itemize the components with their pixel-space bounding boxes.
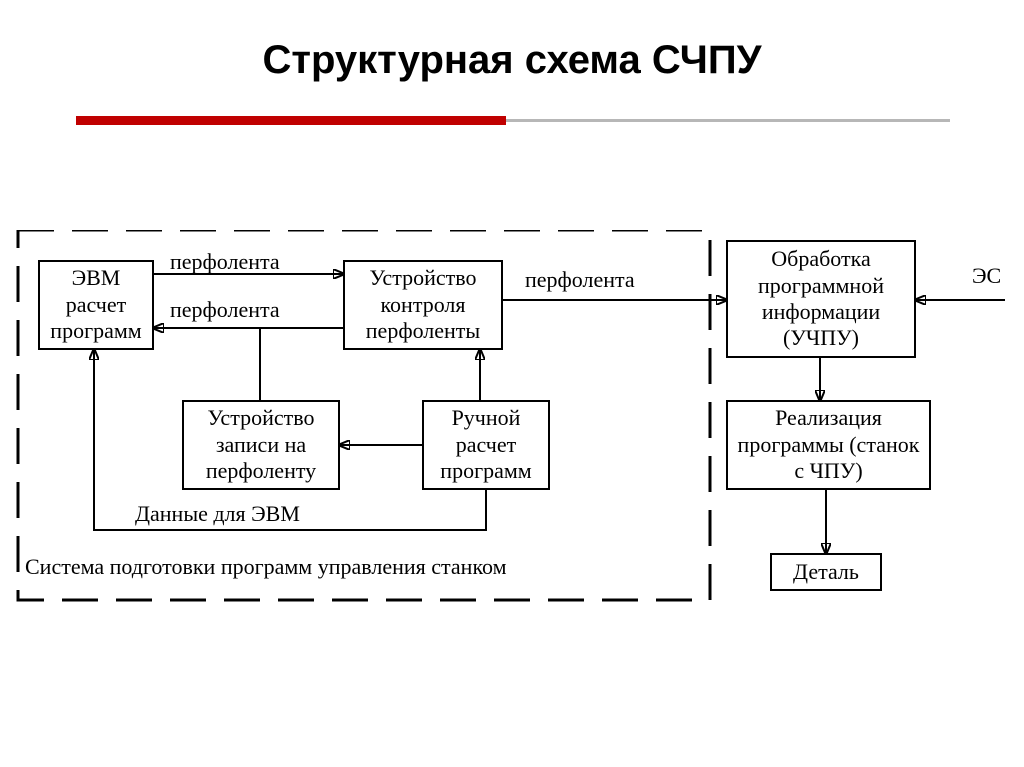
- caption-system: Система подготовки программ управления с…: [25, 555, 507, 579]
- node-realize: Реализация программы (станок с ЧПУ): [726, 400, 931, 490]
- accent-bar: [76, 116, 506, 125]
- node-detail: Деталь: [770, 553, 882, 591]
- divider-bar: [506, 119, 950, 122]
- label-data-for-evm: Данные для ЭВМ: [135, 502, 300, 526]
- label-tape-1b: перфолента: [170, 298, 280, 322]
- node-writer: Устройство записи на перфоленту: [182, 400, 340, 490]
- label-tape-2: перфолента: [525, 268, 635, 292]
- label-tape-1: перфолента: [170, 250, 280, 274]
- label-es: ЭС: [972, 264, 1001, 288]
- node-control: Устройство контроля перфоленты: [343, 260, 503, 350]
- node-evm: ЭВМ расчет программ: [38, 260, 154, 350]
- slide-title: Структурная схема СЧПУ: [0, 38, 1024, 83]
- node-processing: Обработка программной информации (УЧПУ): [726, 240, 916, 358]
- node-handcalc: Ручной расчет программ: [422, 400, 550, 490]
- flowchart: ЭВМ расчет программ Устройство контроля …: [0, 230, 1024, 630]
